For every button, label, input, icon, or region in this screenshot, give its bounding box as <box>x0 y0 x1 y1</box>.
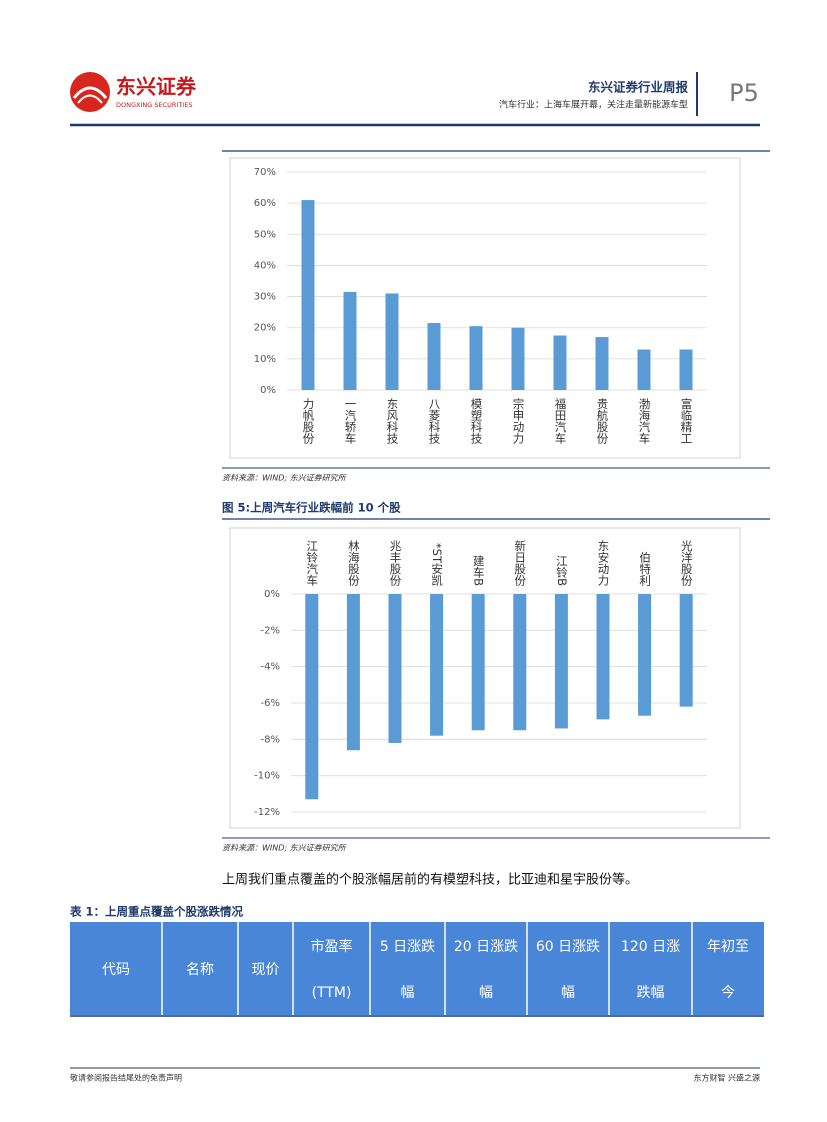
x-tick-label: 贵航股份 <box>596 398 610 445</box>
logo-swoosh <box>77 94 103 104</box>
bar <box>596 594 610 720</box>
table-header-cell: 120 日涨 <box>621 939 680 955</box>
logo-swoosh <box>72 86 108 99</box>
x-tick-label: 林海股份 <box>347 539 361 587</box>
y-tick-label: -12% <box>254 807 280 818</box>
source-note: 资料来源：WIND; 东兴证券研究所 <box>222 844 348 853</box>
x-tick-label: 宗申动力 <box>512 397 526 445</box>
y-tick-label: 0% <box>260 385 276 396</box>
page-number: P5 <box>729 79 759 107</box>
y-tick-label: 70% <box>254 167 276 178</box>
bar <box>469 326 483 390</box>
x-tick-label: 模塑科技 <box>470 398 484 445</box>
bar <box>388 594 402 743</box>
y-tick-label: -6% <box>261 698 280 709</box>
x-tick-label: 新日股份 <box>513 539 527 587</box>
figure-title: 图 5:上周汽车行业跌幅前 10 个股 <box>222 501 401 515</box>
bar <box>471 594 485 731</box>
body-text: 上周我们重点覆盖的个股涨幅居前的有模塑科技，比亚迪和星宇股份等。 <box>222 872 638 888</box>
x-tick-label: 伯特利 <box>638 551 652 586</box>
y-tick-label: -4% <box>261 662 280 673</box>
table-header-cell: 年初至 <box>707 938 749 955</box>
bar <box>637 349 651 390</box>
bar <box>427 323 441 390</box>
bar <box>554 594 568 729</box>
bar <box>430 594 444 736</box>
bar <box>513 594 527 731</box>
source-note: 资料来源：WIND; 东兴证券研究所 <box>222 474 348 483</box>
table-header-cell: 今 <box>721 985 735 1001</box>
y-tick-label: 20% <box>254 323 276 334</box>
report-title: 东兴证券行业周报 <box>588 80 689 95</box>
x-tick-label: 力帆股份 <box>302 398 316 445</box>
y-tick-label: -8% <box>261 734 280 745</box>
x-tick-label: 兆丰股份 <box>389 540 403 587</box>
bar <box>595 337 609 390</box>
table-header-cell: 幅 <box>401 985 415 1001</box>
chart-frame <box>229 157 741 459</box>
table-header-cell: 20 日涨跌 <box>454 939 518 955</box>
table-header-cell: 60 日涨跌 <box>536 939 600 955</box>
logo-subtext: DONGXING SECURITIES <box>116 101 192 109</box>
y-tick-label: 50% <box>254 229 276 240</box>
bar <box>679 349 693 390</box>
x-tick-label: 渤海汽车 <box>638 398 652 445</box>
bar <box>511 327 525 390</box>
y-tick-label: 60% <box>254 198 276 209</box>
bar <box>346 594 360 751</box>
table-header-cell: 5 日涨跌 <box>380 939 435 955</box>
y-tick-label: -2% <box>261 625 280 636</box>
x-tick-label: 东安动力 <box>597 540 611 587</box>
x-tick-label: 富临精工 <box>680 397 694 444</box>
x-tick-label: 光洋股份 <box>680 539 694 587</box>
table-header-cell: (TTM) <box>312 985 352 1001</box>
logo-text: 东兴证券 <box>116 75 197 99</box>
y-tick-label: 10% <box>254 354 276 365</box>
bar <box>343 291 357 390</box>
y-tick-label: 30% <box>254 292 276 303</box>
footer-note: 敬请参阅报告结尾处的免责声明 <box>70 1073 182 1083</box>
x-tick-label: *ST安凯 <box>430 543 444 586</box>
y-tick-label: 0% <box>264 589 280 600</box>
table-header-bg <box>70 922 764 1015</box>
bar <box>553 335 567 390</box>
table-header-cell: 市盈率 <box>311 938 353 955</box>
table-title: 表 1：上周重点覆盖个股涨跌情况 <box>69 905 244 919</box>
table-header-cell: 跌幅 <box>637 985 665 1001</box>
y-tick-label: -10% <box>254 771 280 782</box>
bar <box>301 200 315 390</box>
footer-slogan: 东方财智 兴盛之源 <box>693 1073 760 1083</box>
table-header-cell: 现价 <box>252 962 280 978</box>
y-tick-label: 40% <box>254 260 276 271</box>
bar <box>638 594 652 716</box>
table-header-cell: 代码 <box>102 962 130 978</box>
x-tick-label: 建车B <box>472 554 486 586</box>
report-subtitle: 汽车行业：上海车展开幕，关注走量新能源车型 <box>499 99 688 111</box>
table-header-cell: 幅 <box>561 985 575 1001</box>
x-tick-label: 福田汽车 <box>554 397 568 445</box>
bar <box>679 594 693 707</box>
table-header-cell: 名称 <box>186 962 214 978</box>
x-tick-label: 八菱科技 <box>428 398 442 445</box>
bar <box>305 594 319 800</box>
chart-frame <box>229 527 741 829</box>
logo-mark <box>70 72 110 112</box>
x-tick-label: 江铃汽车 <box>305 540 319 587</box>
x-tick-label: 东风科技 <box>386 398 400 445</box>
table-header-cell: 幅 <box>479 985 493 1001</box>
bar <box>385 293 399 390</box>
x-tick-label: 江铃B <box>555 555 569 586</box>
x-tick-label: 一汽轿车 <box>344 398 358 445</box>
